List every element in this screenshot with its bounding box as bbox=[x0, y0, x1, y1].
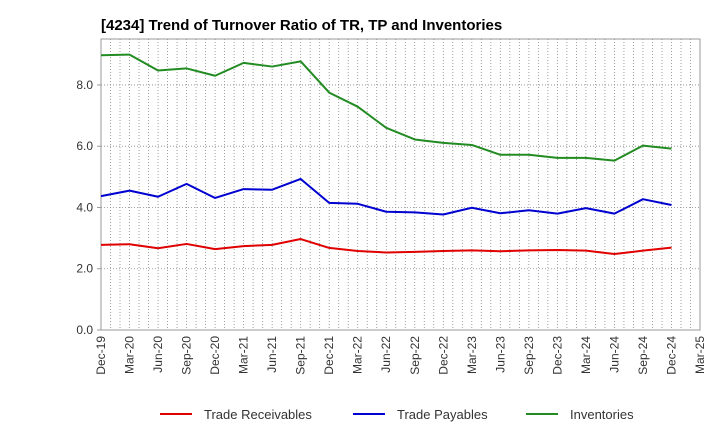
x-tick-label: Mar-20 bbox=[123, 336, 137, 374]
x-tick-label: Mar-24 bbox=[579, 336, 593, 374]
y-tick-label: 2.0 bbox=[76, 262, 93, 276]
plot-frame bbox=[100, 38, 701, 331]
x-tick-label: Mar-23 bbox=[465, 336, 479, 374]
grid-layer bbox=[101, 39, 700, 330]
y-tick-label: 4.0 bbox=[76, 200, 93, 214]
axis-layer: 0.0 2.0 4.0 6.0 8.0 Dec-19 Mar-20 Jun-20 Sep-20 D… bbox=[76, 38, 707, 375]
y-tick-label: 0.0 bbox=[76, 323, 93, 337]
series-layer bbox=[100, 53, 672, 256]
series-line-inventories bbox=[100, 53, 672, 162]
x-tick-label: Dec-22 bbox=[436, 336, 450, 375]
x-tick-label: Sep-21 bbox=[294, 336, 308, 375]
x-tick-label: Dec-21 bbox=[322, 336, 336, 375]
x-tick-label: Mar-22 bbox=[351, 336, 365, 374]
series-line-trade-receivables bbox=[100, 238, 672, 256]
x-tick-label: Dec-23 bbox=[550, 336, 564, 375]
x-tick-label: Sep-24 bbox=[636, 336, 650, 375]
legend-label: Inventories bbox=[570, 407, 634, 422]
x-tick-label: Jun-23 bbox=[493, 336, 507, 373]
x-tick-label: Mar-25 bbox=[693, 336, 707, 374]
x-tick-label: Jun-20 bbox=[151, 336, 165, 373]
x-tick-label: Dec-20 bbox=[208, 336, 222, 375]
x-tick-label: Jun-21 bbox=[265, 336, 279, 373]
legend: Trade Receivables Trade Payables Inventori… bbox=[160, 407, 634, 422]
x-tick-label: Dec-19 bbox=[94, 336, 108, 375]
chart-title: [4234] Trend of Turnover Ratio of TR, TP… bbox=[101, 17, 502, 34]
x-tick-label: Dec-24 bbox=[664, 336, 678, 375]
x-tick-label: Sep-22 bbox=[408, 336, 422, 375]
legend-label: Trade Receivables bbox=[204, 407, 312, 422]
x-tick-label: Sep-23 bbox=[522, 336, 536, 375]
series-line-trade-payables bbox=[100, 177, 672, 216]
y-tick-label: 8.0 bbox=[76, 78, 93, 92]
legend-label: Trade Payables bbox=[397, 407, 488, 422]
x-tick-label: Jun-24 bbox=[607, 336, 621, 373]
y-tick-label: 6.0 bbox=[76, 139, 93, 153]
x-tick-label: Jun-22 bbox=[379, 336, 393, 373]
x-tick-label: Mar-21 bbox=[237, 336, 251, 374]
x-tick-label: Sep-20 bbox=[180, 336, 194, 375]
